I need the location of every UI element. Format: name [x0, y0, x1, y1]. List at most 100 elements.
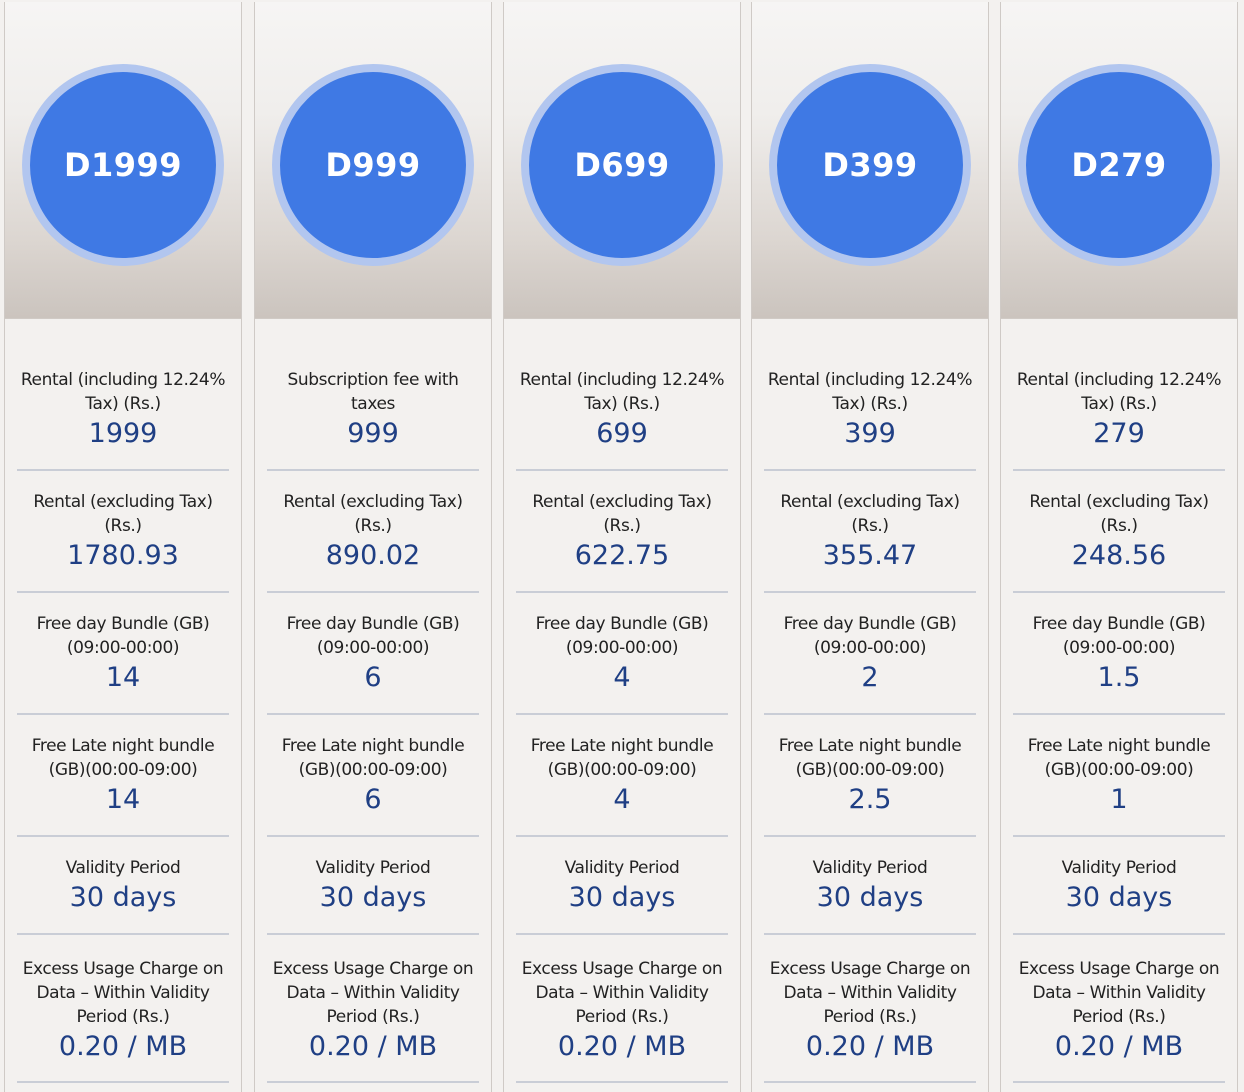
plan-name-badge: D279 — [1018, 64, 1220, 266]
row-value: 6 — [364, 784, 382, 815]
row-value: 699 — [596, 418, 648, 449]
row-value: 30 days — [816, 882, 924, 913]
row-label: Validity Period — [1061, 858, 1177, 878]
row-value: 6 — [364, 662, 382, 693]
rental-excl-tax-row: Rental (excluding Tax) (Rs.) 355.47 — [764, 471, 976, 593]
row-label: Free Late night bundle (GB)(00:00-09:00) — [530, 736, 714, 780]
plan-header: D279 — [1001, 2, 1237, 319]
night-bundle-row: Free Late night bundle (GB)(00:00-09:00)… — [516, 715, 728, 837]
day-bundle-row: Free day Bundle (GB) (09:00-00:00) 1.5 — [1013, 593, 1225, 715]
row-label: Rental (including 12.24% Tax) (Rs.) — [519, 370, 725, 414]
row-value: 30 days — [568, 882, 676, 913]
row-value: 4 — [613, 662, 631, 693]
row-label: Rental (including 12.24% Tax) (Rs.) — [20, 370, 226, 414]
row-label: Excess Usage Charge on Data – Within Val… — [521, 959, 723, 1027]
row-label: Free day Bundle (GB) (09:00-00:00) — [36, 614, 210, 658]
excess-charge-row: Excess Usage Charge on Data – Within Val… — [1013, 935, 1225, 1083]
row-value: 0.20 / MB — [58, 1031, 188, 1062]
row-label: Rental (excluding Tax) (Rs.) — [780, 492, 960, 536]
validity-row: Validity Period 30 days — [17, 837, 229, 935]
plan-name-badge: D1999 — [22, 64, 224, 266]
rental-excl-tax-row: Rental (excluding Tax) (Rs.) 1780.93 — [17, 471, 229, 593]
plan-header: D399 — [752, 2, 988, 319]
excess-charge-row: Excess Usage Charge on Data – Within Val… — [267, 935, 479, 1083]
rental-incl-tax-row: Rental (including 12.24% Tax) (Rs.) 399 — [764, 319, 976, 471]
night-bundle-row: Free Late night bundle (GB)(00:00-09:00)… — [17, 715, 229, 837]
row-value: 399 — [844, 418, 896, 449]
row-value: 4 — [613, 784, 631, 815]
row-value: 1 — [1110, 784, 1128, 815]
day-bundle-row: Free day Bundle (GB) (09:00-00:00) 6 — [267, 593, 479, 715]
row-label: Validity Period — [564, 858, 680, 878]
rental-incl-tax-row: Rental (including 12.24% Tax) (Rs.) 1999 — [17, 319, 229, 471]
row-label: Free Late night bundle (GB)(00:00-09:00) — [281, 736, 465, 780]
row-label: Free Late night bundle (GB)(00:00-09:00) — [778, 736, 962, 780]
excess-charge-row: Excess Usage Charge on Data – Within Val… — [17, 935, 229, 1083]
rental-incl-tax-row: Rental (including 12.24% Tax) (Rs.) 699 — [516, 319, 728, 471]
row-label: Free day Bundle (GB) (09:00-00:00) — [1032, 614, 1206, 658]
plan-details: Rental (including 12.24% Tax) (Rs.) 399 … — [752, 319, 988, 1083]
row-value: 14 — [105, 662, 141, 693]
day-bundle-row: Free day Bundle (GB) (09:00-00:00) 14 — [17, 593, 229, 715]
row-value: 2.5 — [848, 784, 892, 815]
plan-card-d399: D399 Rental (including 12.24% Tax) (Rs.)… — [751, 2, 989, 1092]
validity-row: Validity Period 30 days — [1013, 837, 1225, 935]
row-value: 0.20 / MB — [805, 1031, 935, 1062]
plan-card-d699: D699 Rental (including 12.24% Tax) (Rs.)… — [503, 2, 741, 1092]
row-value: 1780.93 — [67, 540, 179, 571]
row-value: 622.75 — [574, 540, 670, 571]
row-label: Free day Bundle (GB) (09:00-00:00) — [286, 614, 460, 658]
row-label: Subscription fee with taxes — [287, 370, 459, 414]
plan-card-d999: D999 Subscription fee with taxes 999 Ren… — [254, 2, 492, 1092]
row-label: Rental (excluding Tax) (Rs.) — [283, 492, 463, 536]
plan-header: D699 — [504, 2, 740, 319]
row-value: 30 days — [319, 882, 427, 913]
row-label: Rental (excluding Tax) (Rs.) — [532, 492, 712, 536]
rental-excl-tax-row: Rental (excluding Tax) (Rs.) 248.56 — [1013, 471, 1225, 593]
row-label: Excess Usage Charge on Data – Within Val… — [272, 959, 474, 1027]
row-label: Free day Bundle (GB) (09:00-00:00) — [783, 614, 957, 658]
night-bundle-row: Free Late night bundle (GB)(00:00-09:00)… — [267, 715, 479, 837]
validity-row: Validity Period 30 days — [516, 837, 728, 935]
rental-excl-tax-row: Rental (excluding Tax) (Rs.) 622.75 — [516, 471, 728, 593]
plan-name-badge: D999 — [272, 64, 474, 266]
plan-header: D1999 — [5, 2, 241, 319]
row-value: 0.20 / MB — [1054, 1031, 1184, 1062]
row-value: 0.20 / MB — [308, 1031, 438, 1062]
row-value: 279 — [1093, 418, 1145, 449]
row-value: 355.47 — [822, 540, 918, 571]
row-label: Rental (excluding Tax) (Rs.) — [33, 492, 213, 536]
row-label: Rental (excluding Tax) (Rs.) — [1029, 492, 1209, 536]
validity-row: Validity Period 30 days — [267, 837, 479, 935]
plan-header: D999 — [255, 2, 491, 319]
row-value: 999 — [347, 418, 399, 449]
plan-name-badge: D699 — [521, 64, 723, 266]
row-value: 14 — [105, 784, 141, 815]
subscription-fee-row: Subscription fee with taxes 999 — [267, 319, 479, 471]
row-label: Free day Bundle (GB) (09:00-00:00) — [535, 614, 709, 658]
row-label: Excess Usage Charge on Data – Within Val… — [1018, 959, 1220, 1027]
plan-details: Rental (including 12.24% Tax) (Rs.) 279 … — [1001, 319, 1237, 1083]
night-bundle-row: Free Late night bundle (GB)(00:00-09:00)… — [764, 715, 976, 837]
row-label: Excess Usage Charge on Data – Within Val… — [769, 959, 971, 1027]
row-label: Rental (including 12.24% Tax) (Rs.) — [1016, 370, 1222, 414]
row-value: 890.02 — [325, 540, 421, 571]
row-label: Free Late night bundle (GB)(00:00-09:00) — [31, 736, 215, 780]
plan-details: Rental (including 12.24% Tax) (Rs.) 699 … — [504, 319, 740, 1083]
row-value: 2 — [861, 662, 879, 693]
row-value: 30 days — [1065, 882, 1173, 913]
row-label: Excess Usage Charge on Data – Within Val… — [22, 959, 224, 1027]
row-value: 0.20 / MB — [557, 1031, 687, 1062]
rental-excl-tax-row: Rental (excluding Tax) (Rs.) 890.02 — [267, 471, 479, 593]
row-label: Validity Period — [65, 858, 181, 878]
night-bundle-row: Free Late night bundle (GB)(00:00-09:00)… — [1013, 715, 1225, 837]
row-value: 1999 — [88, 418, 158, 449]
row-value: 1.5 — [1097, 662, 1141, 693]
plan-card-d1999: D1999 Rental (including 12.24% Tax) (Rs.… — [4, 2, 242, 1092]
row-label: Free Late night bundle (GB)(00:00-09:00) — [1027, 736, 1211, 780]
row-value: 248.56 — [1071, 540, 1167, 571]
rental-incl-tax-row: Rental (including 12.24% Tax) (Rs.) 279 — [1013, 319, 1225, 471]
day-bundle-row: Free day Bundle (GB) (09:00-00:00) 2 — [764, 593, 976, 715]
row-label: Validity Period — [315, 858, 431, 878]
